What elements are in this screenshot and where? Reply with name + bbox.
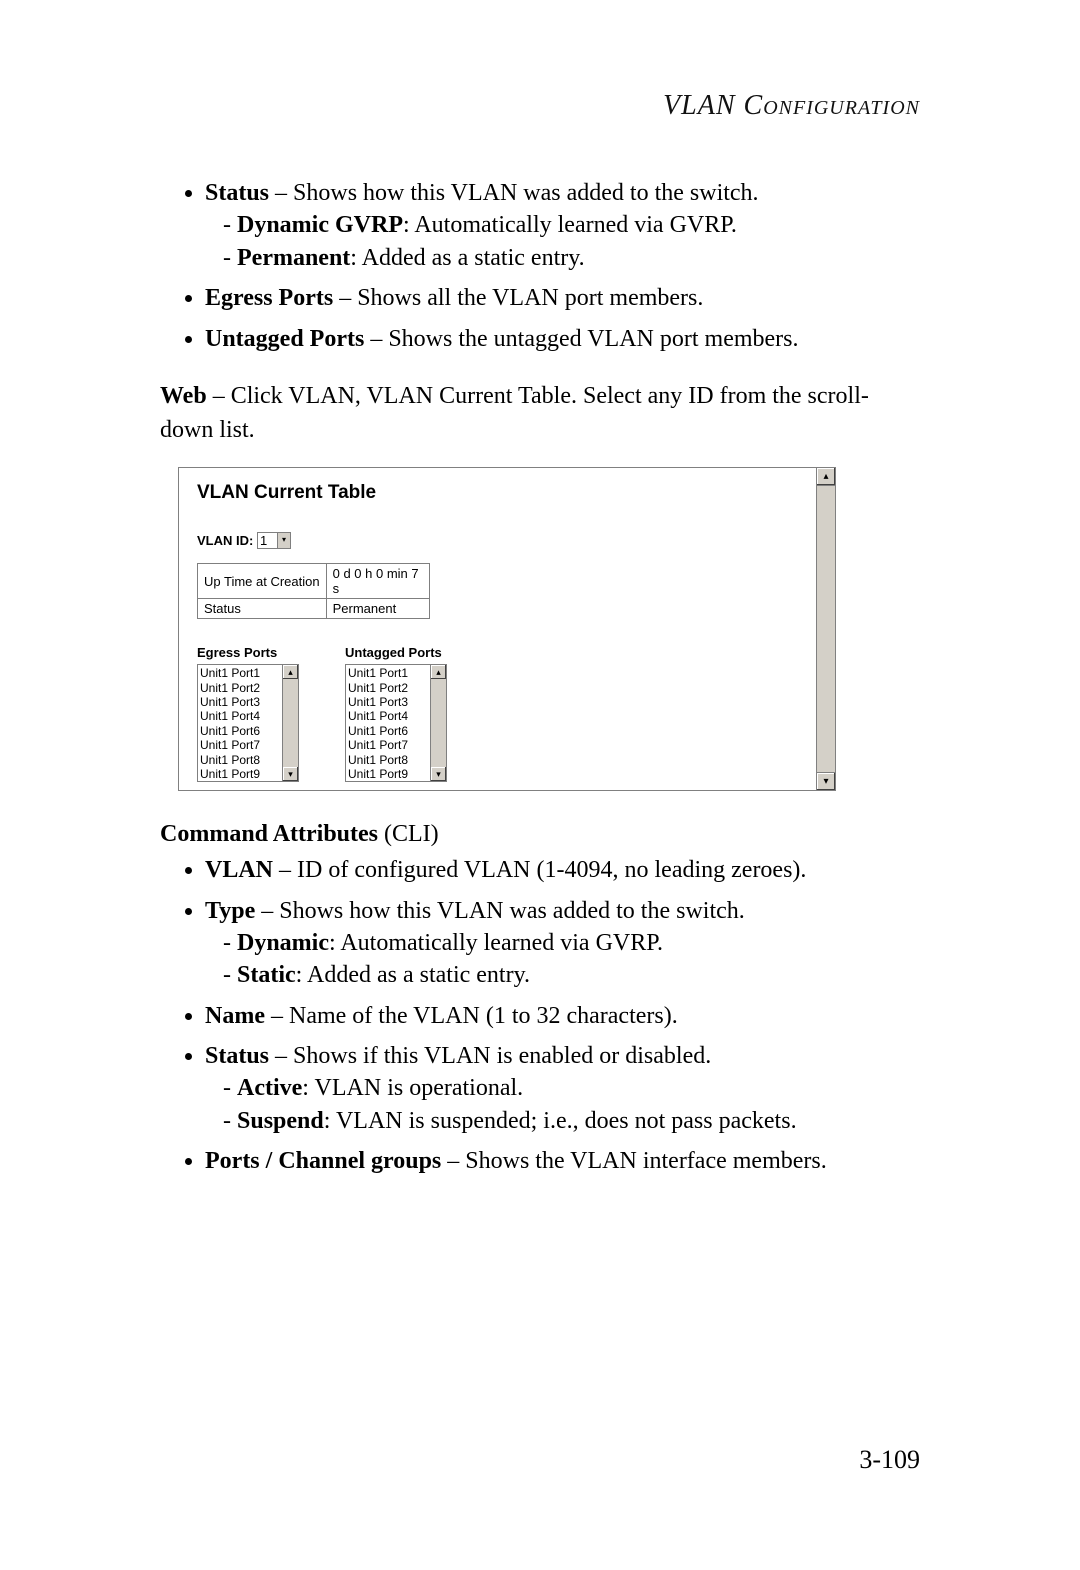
sub-item: - Active: VLAN is operational. [223, 1072, 920, 1104]
sub-item: - Permanent: Added as a static entry. [223, 242, 920, 274]
status-desc: – Shows how this VLAN was added to the s… [269, 180, 759, 206]
cmd-attr-rest: (CLI) [378, 821, 439, 847]
cli-bullet-list: VLAN – ID of configured VLAN (1-4094, no… [160, 854, 920, 1178]
sub-item: - Dynamic GVRP: Automatically learned vi… [223, 209, 920, 241]
list-item: Egress Ports – Shows all the VLAN port m… [205, 282, 920, 314]
vlan-id-label: VLAN ID: [197, 533, 253, 548]
scroll-up-icon[interactable]: ▴ [817, 468, 835, 486]
cli-ports-term: Ports / Channel groups [205, 1148, 441, 1174]
list-item: Status – Shows how this VLAN was added t… [205, 177, 920, 274]
chevron-down-icon: ▾ [277, 533, 290, 548]
list-item: VLAN – ID of configured VLAN (1-4094, no… [205, 854, 920, 886]
permanent-desc: : Added as a static entry. [350, 245, 584, 271]
list-item: Name – Name of the VLAN (1 to 32 charact… [205, 1000, 920, 1032]
listbox-scrollbar[interactable]: ▴ ▾ [430, 665, 446, 781]
cmd-attr-bold: Command Attributes [160, 821, 378, 847]
scroll-down-icon[interactable]: ▾ [283, 767, 298, 781]
scrollbar-vertical[interactable]: ▴ ▾ [816, 468, 835, 790]
list-item: Ports / Channel groups – Shows the VLAN … [205, 1145, 920, 1177]
egress-term: Egress Ports [205, 285, 333, 311]
dynamic-gvrp-term: Dynamic GVRP [237, 212, 403, 238]
untagged-ports-title: Untagged Ports [345, 645, 447, 660]
listbox-scrollbar[interactable]: ▴ ▾ [282, 665, 298, 781]
cli-suspend-term: Suspend [237, 1108, 324, 1134]
untagged-ports-column: Untagged Ports Unit1 Port1Unit1 Port2Uni… [345, 645, 447, 782]
status-term: Status [205, 180, 269, 206]
cli-vlan-term: VLAN [205, 857, 273, 883]
web-term: Web [160, 383, 207, 409]
web-desc: – Click VLAN, VLAN Current Table. Select… [160, 383, 869, 443]
egress-desc: – Shows all the VLAN port members. [333, 285, 703, 311]
cli-vlan-desc: – ID of configured VLAN (1-4094, no lead… [273, 857, 806, 883]
command-attributes-heading: Command Attributes (CLI) [160, 821, 920, 848]
web-instructions: Web – Click VLAN, VLAN Current Table. Se… [160, 380, 920, 447]
cli-active-term: Active [237, 1075, 302, 1101]
vlan-id-value: 1 [260, 533, 267, 548]
list-item: Status – Shows if this VLAN is enabled o… [205, 1040, 920, 1137]
cli-status-desc: – Shows if this VLAN is enabled or disab… [269, 1043, 711, 1069]
scroll-up-icon[interactable]: ▴ [283, 665, 298, 679]
cli-status-term: Status [205, 1043, 269, 1069]
cli-suspend-desc: : VLAN is suspended; i.e., does not pass… [324, 1108, 797, 1134]
untagged-ports-listbox[interactable]: Unit1 Port1Unit1 Port2Unit1 Port3Unit1 P… [345, 664, 447, 782]
table-row: Status Permanent [198, 599, 430, 619]
list-item: Untagged Ports – Shows the untagged VLAN… [205, 323, 920, 355]
table-row: Up Time at Creation 0 d 0 h 0 min 7 s [198, 564, 430, 599]
uptime-label: Up Time at Creation [198, 564, 327, 599]
page-header: VLAN Configuration [160, 90, 920, 122]
cli-dynamic-desc: : Automatically learned via GVRP. [329, 930, 663, 956]
egress-ports-title: Egress Ports [197, 645, 299, 660]
vlan-table-screenshot: ▴ ▾ VLAN Current Table VLAN ID: 1 ▾ Up T… [178, 467, 836, 791]
scroll-up-icon[interactable]: ▴ [431, 665, 446, 679]
cli-type-term: Type [205, 898, 255, 924]
list-item: Type – Shows how this VLAN was added to … [205, 895, 920, 992]
cli-name-desc: – Name of the VLAN (1 to 32 characters). [265, 1003, 678, 1029]
page-number: 3-109 [859, 1445, 920, 1475]
dynamic-gvrp-desc: : Automatically learned via GVRP. [403, 212, 737, 238]
vlan-info-table: Up Time at Creation 0 d 0 h 0 min 7 s St… [197, 563, 430, 619]
cli-type-desc: – Shows how this VLAN was added to the s… [255, 898, 745, 924]
cli-dynamic-term: Dynamic [237, 930, 329, 956]
untagged-desc: – Shows the untagged VLAN port members. [364, 326, 798, 352]
egress-ports-column: Egress Ports Unit1 Port1Unit1 Port2Unit1… [197, 645, 299, 782]
sub-item: - Suspend: VLAN is suspended; i.e., does… [223, 1105, 920, 1137]
cli-ports-desc: – Shows the VLAN interface members. [441, 1148, 826, 1174]
cli-name-term: Name [205, 1003, 265, 1029]
screenshot-title: VLAN Current Table [197, 482, 817, 504]
status-label: Status [198, 599, 327, 619]
vlan-id-row: VLAN ID: 1 ▾ [197, 532, 817, 549]
vlan-id-select[interactable]: 1 ▾ [257, 532, 291, 549]
top-bullet-list: Status – Shows how this VLAN was added t… [160, 177, 920, 355]
cli-static-desc: : Added as a static entry. [296, 962, 530, 988]
cli-active-desc: : VLAN is operational. [302, 1075, 523, 1101]
permanent-term: Permanent [237, 245, 350, 271]
cli-static-term: Static [237, 962, 296, 988]
egress-ports-listbox[interactable]: Unit1 Port1Unit1 Port2Unit1 Port3Unit1 P… [197, 664, 299, 782]
uptime-value: 0 d 0 h 0 min 7 s [326, 564, 429, 599]
sub-item: - Dynamic: Automatically learned via GVR… [223, 927, 920, 959]
scroll-down-icon[interactable]: ▾ [431, 767, 446, 781]
sub-item: - Static: Added as a static entry. [223, 959, 920, 991]
untagged-term: Untagged Ports [205, 326, 364, 352]
scroll-down-icon[interactable]: ▾ [817, 772, 835, 790]
status-value: Permanent [326, 599, 429, 619]
